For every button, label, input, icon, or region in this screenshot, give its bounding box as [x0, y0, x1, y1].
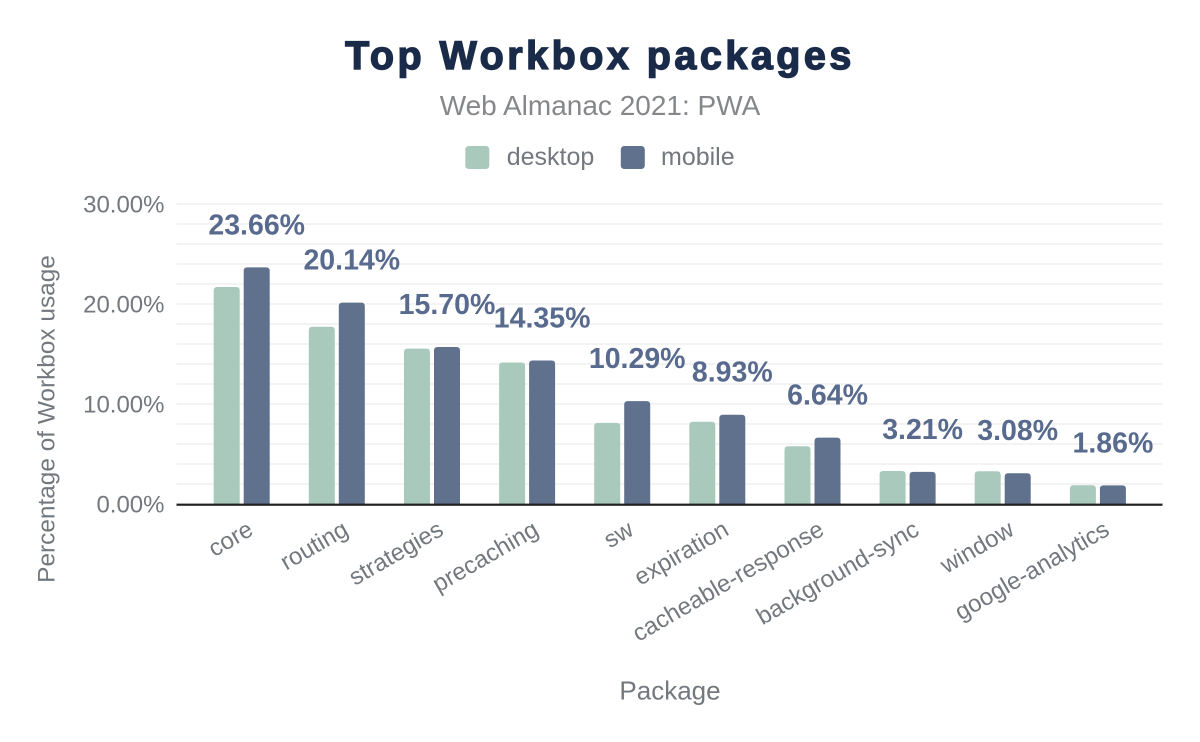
svg-text:Web Almanac 2021: PWA: Web Almanac 2021: PWA [440, 90, 761, 121]
svg-text:6.64%: 6.64% [787, 380, 868, 412]
svg-text:3.21%: 3.21% [882, 414, 963, 446]
svg-text:10.29%: 10.29% [589, 343, 686, 375]
svg-text:3.08%: 3.08% [977, 415, 1058, 447]
svg-text:15.70%: 15.70% [399, 289, 496, 321]
svg-text:23.66%: 23.66% [208, 209, 305, 241]
svg-text:20.14%: 20.14% [303, 245, 400, 277]
svg-text:mobile: mobile [661, 143, 735, 171]
svg-text:20.00%: 20.00% [83, 292, 164, 319]
svg-text:1.86%: 1.86% [1072, 427, 1153, 459]
svg-text:desktop: desktop [507, 143, 595, 171]
svg-text:14.35%: 14.35% [494, 302, 591, 334]
svg-text:Percentage of Workbox usage: Percentage of Workbox usage [33, 255, 60, 583]
svg-text:Package: Package [619, 675, 720, 705]
svg-text:8.93%: 8.93% [692, 357, 773, 389]
svg-text:0.00%: 0.00% [96, 492, 164, 519]
svg-text:30.00%: 30.00% [83, 192, 164, 219]
svg-text:Top Workbox packages: Top Workbox packages [345, 34, 855, 78]
svg-text:10.00%: 10.00% [83, 392, 164, 419]
